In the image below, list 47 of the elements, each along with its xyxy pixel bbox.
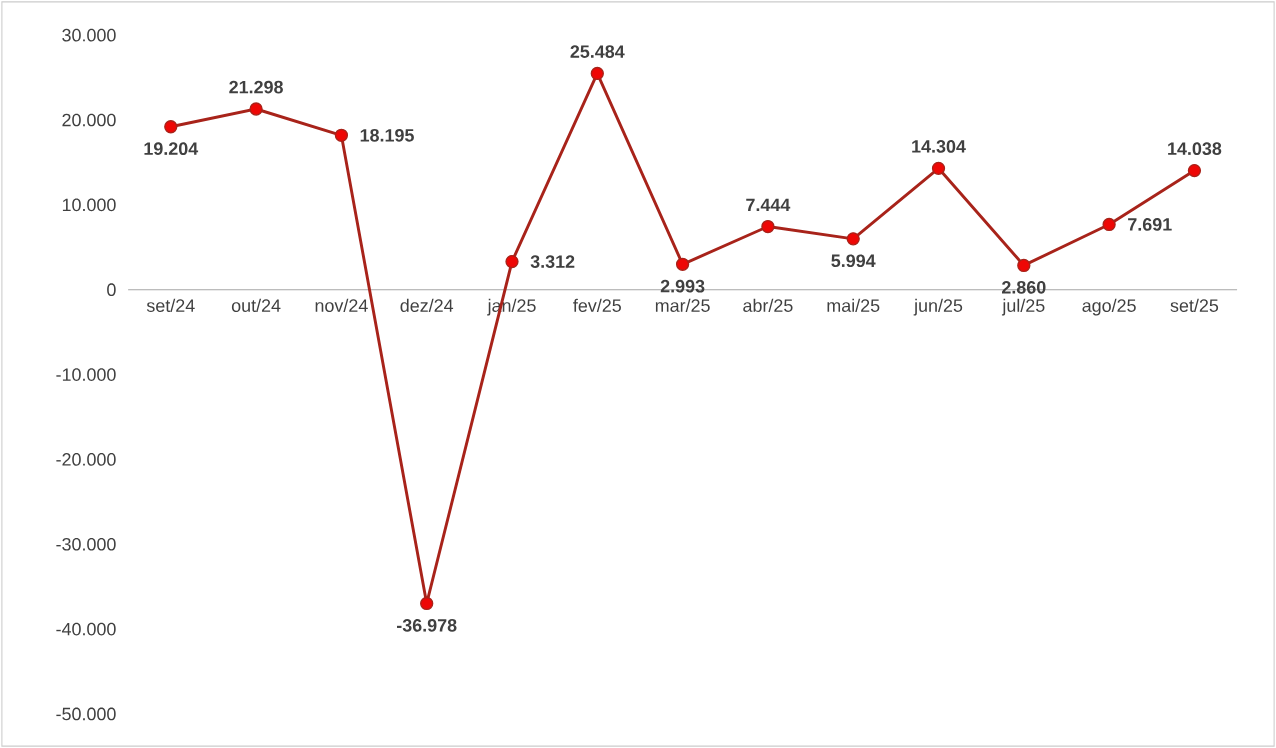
x-tick-label: abr/25 (743, 298, 793, 312)
x-tick-label: mai/25 (827, 298, 880, 312)
data-label: 21.298 (229, 80, 283, 94)
point (249, 102, 263, 116)
y-tick-label: -10.000 (56, 368, 116, 381)
y-tick-label: 20.000 (62, 113, 116, 127)
data-label: 19.204 (144, 142, 199, 155)
x-tick-label: set/24 (146, 298, 195, 312)
data-label: 7.691 (1128, 218, 1172, 231)
x-tick-label: fev/25 (573, 298, 621, 312)
point (1187, 163, 1202, 178)
point (590, 66, 604, 81)
y-tick-label: -40.000 (56, 622, 116, 636)
data-label: 18.195 (360, 128, 414, 142)
point (846, 232, 860, 246)
x-tick-label: nov/24 (315, 298, 368, 312)
y-tick-label: -30.000 (56, 537, 116, 551)
point (164, 120, 178, 134)
data-label: 7.444 (746, 198, 791, 211)
data-label: 25.484 (570, 45, 625, 58)
point (334, 128, 349, 142)
data-label: 2.993 (660, 279, 705, 293)
data-label: -36.978 (396, 619, 457, 632)
data-label: 3.312 (530, 255, 575, 268)
x-tick-label: out/24 (231, 298, 281, 312)
data-label: 5.994 (831, 254, 876, 268)
point (1017, 258, 1031, 273)
x-tick-label: jun/25 (913, 298, 963, 316)
point (931, 161, 946, 175)
y-tick-label: 10.000 (62, 198, 116, 212)
y-tick-label: -20.000 (56, 453, 116, 466)
point (675, 257, 690, 271)
data-label: 2.860 (1002, 280, 1046, 294)
y-tick-label: 0 (107, 283, 116, 297)
x-tick-label: jul/25 (1001, 298, 1045, 316)
point (505, 254, 519, 269)
data-label: 14.038 (1168, 142, 1222, 156)
x-tick-label: set/25 (1170, 298, 1219, 312)
y-tick-label: 30.000 (62, 28, 116, 42)
y-tick-label: -50.000 (56, 707, 116, 721)
data-label: 14.304 (912, 140, 966, 153)
x-tick-label: mar/25 (655, 298, 710, 312)
x-tick-label: dez/24 (400, 298, 454, 312)
x-tick-label: ago/25 (1082, 298, 1136, 316)
point (1102, 217, 1116, 232)
point (761, 219, 775, 234)
point (420, 596, 434, 611)
